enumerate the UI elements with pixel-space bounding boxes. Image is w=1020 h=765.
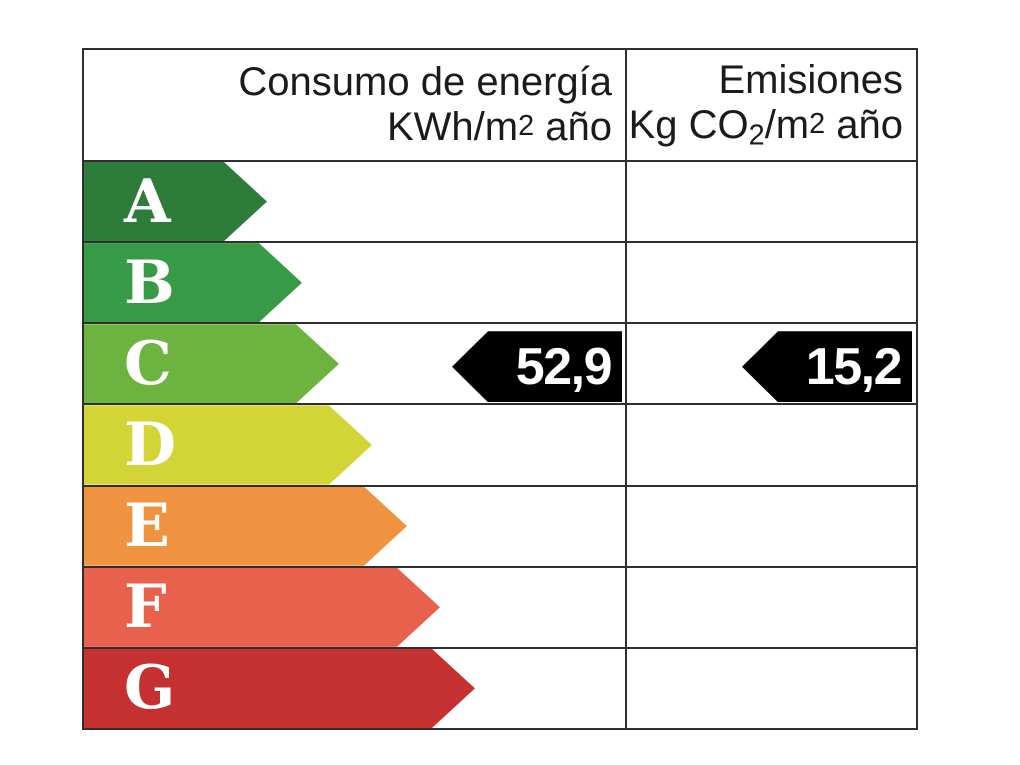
emissions-unit-exponent: 2 — [809, 107, 826, 140]
emissions-value: 15,2 — [805, 337, 903, 396]
emissions-unit-post: año — [825, 103, 903, 148]
rating-letter-e: E — [124, 491, 170, 562]
rating-bar-c: C — [84, 324, 339, 403]
rating-bar-g: G — [84, 649, 475, 728]
rating-bar-f: F — [84, 568, 440, 647]
rating-row-a: A — [84, 162, 916, 244]
consumption-header: Consumo de energía KWh/m2 año — [84, 50, 625, 160]
consumption-value-arrow: 52,9 — [452, 331, 622, 403]
rating-bar-d: D — [84, 405, 372, 484]
emissions-cell-a — [625, 162, 916, 242]
rating-row-c: C 52,9 15,2 — [84, 324, 916, 406]
rating-bar-e: E — [84, 487, 407, 566]
rating-row-b: B — [84, 243, 916, 325]
rating-letter-a: A — [124, 166, 171, 237]
consumption-unit-exponent: 2 — [518, 109, 535, 142]
emissions-cell-g — [625, 648, 916, 728]
emissions-unit: Kg CO2/m2 año — [629, 103, 903, 152]
rating-letter-b: B — [124, 247, 175, 318]
emissions-cell-e — [625, 486, 916, 566]
rating-cell-c: C 52,9 — [84, 324, 625, 403]
rating-row-e: E — [84, 486, 916, 568]
emissions-value-arrow: 15,2 — [742, 331, 912, 403]
rating-cell-e: E — [84, 487, 625, 566]
rating-letter-g: G — [124, 653, 176, 724]
rating-row-d: D — [84, 405, 916, 487]
consumption-unit: KWh/m2 año — [387, 105, 612, 150]
rating-cell-a: A — [84, 162, 625, 241]
rating-bar-a: A — [84, 162, 267, 241]
emissions-unit-subscript: 2 — [748, 119, 765, 152]
emissions-cell-c: 15,2 — [625, 324, 916, 404]
rating-bar-b: B — [84, 243, 302, 322]
rating-letter-f: F — [124, 572, 167, 643]
emissions-cell-b — [625, 243, 916, 323]
rating-row-g: G — [84, 648, 916, 728]
rating-cell-b: B — [84, 243, 625, 322]
emissions-header: Emisiones Kg CO2/m2 año — [625, 50, 916, 160]
table-header: Consumo de energía KWh/m2 año Emisiones … — [84, 50, 916, 162]
consumption-title: Consumo de energía — [238, 60, 612, 105]
rating-rows: A B C 52,9 — [84, 162, 916, 728]
rating-table: Consumo de energía KWh/m2 año Emisiones … — [82, 48, 918, 730]
emissions-unit-pre: Kg CO — [628, 103, 749, 148]
consumption-unit-pre: KWh/m — [387, 105, 519, 149]
emissions-cell-d — [625, 405, 916, 485]
emissions-unit-mid: /m — [764, 103, 810, 148]
consumption-value: 52,9 — [515, 337, 613, 396]
rating-row-f: F — [84, 567, 916, 649]
consumption-unit-post: año — [534, 105, 612, 149]
rating-cell-d: D — [84, 405, 625, 484]
rating-cell-g: G — [84, 649, 625, 728]
emissions-cell-f — [625, 567, 916, 647]
rating-letter-d: D — [124, 409, 177, 480]
emissions-title: Emisiones — [718, 58, 903, 103]
rating-letter-c: C — [124, 328, 172, 399]
rating-cell-f: F — [84, 568, 625, 647]
